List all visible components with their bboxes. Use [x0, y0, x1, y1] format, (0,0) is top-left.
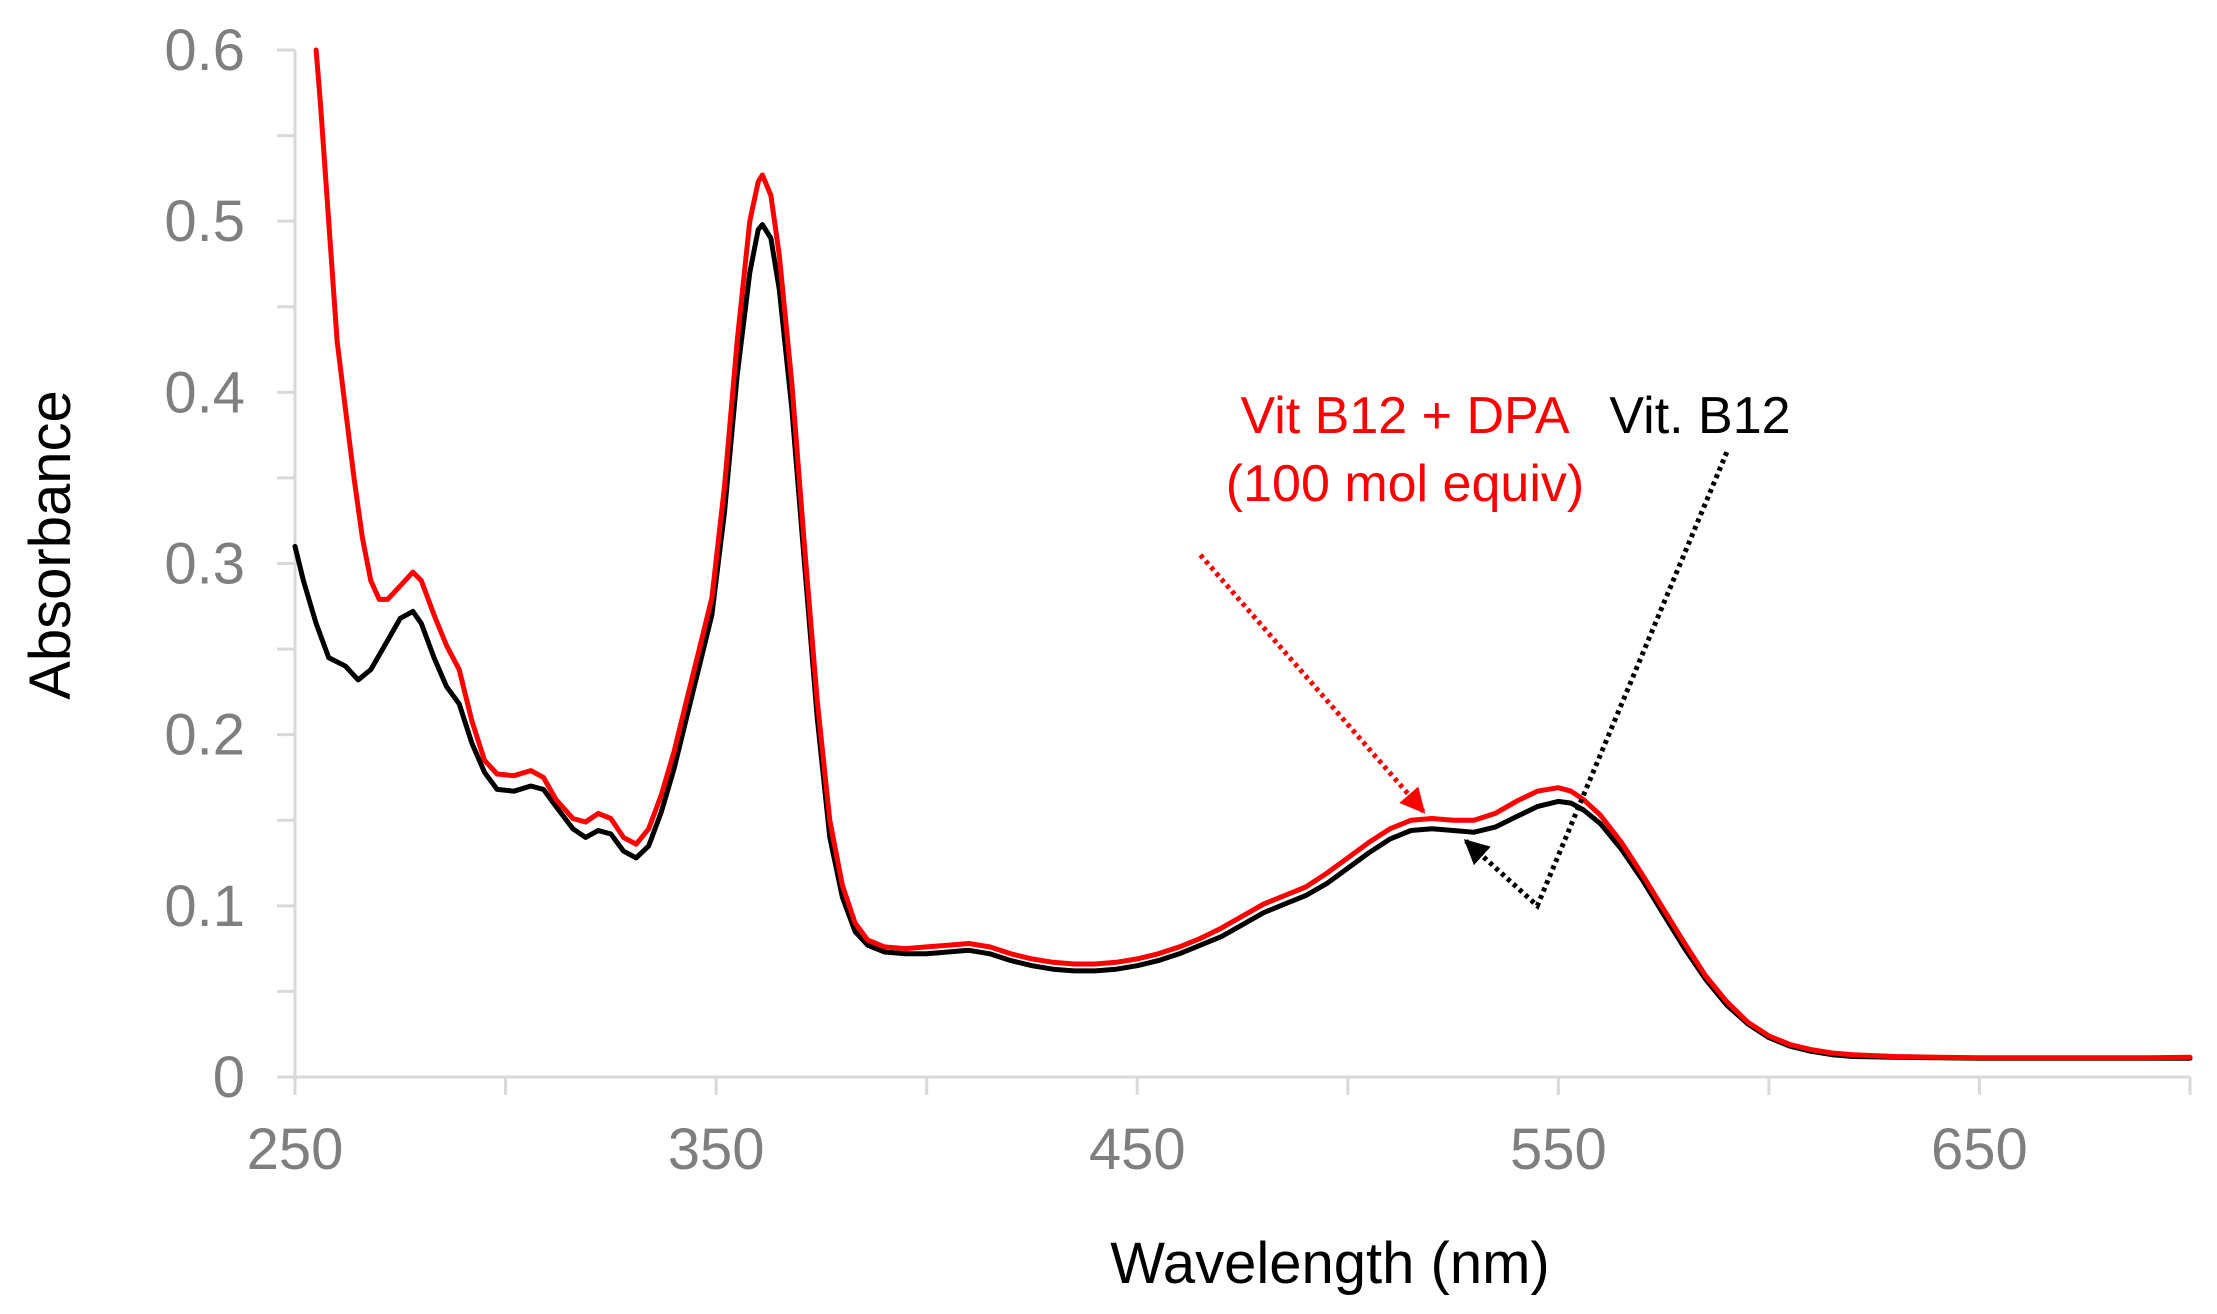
y-tick-label: 0.4	[164, 360, 245, 425]
x-tick-label: 550	[1510, 1117, 1607, 1182]
y-tick-label: 0.2	[164, 703, 245, 768]
y-axis-title: Absorbance	[18, 390, 83, 700]
annotation-black-label: Vit. B12	[1609, 387, 1790, 445]
x-axis-ticks: 250 350 450 550 650	[247, 1077, 2192, 1182]
x-tick-label: 250	[247, 1117, 344, 1182]
annotation-black-arrow	[1463, 451, 1730, 911]
annotation-red-label: Vit B12 + DPA (100 mol equiv)	[1226, 387, 1584, 513]
x-tick-label: 650	[1931, 1117, 2028, 1182]
y-axis-ticks: 0 0.1 0.2 0.3 0.4 0.5 0.6	[164, 18, 295, 1110]
series-line-vit-b12-dpa	[313, 47, 2193, 1061]
series-lines	[292, 47, 2193, 1061]
x-tick-label: 450	[1089, 1117, 1186, 1182]
y-tick-label: 0.1	[164, 874, 245, 939]
y-tick-label: 0.6	[164, 18, 245, 83]
annotations: Vit B12 + DPA (100 mol equiv) Vit. B12	[1198, 387, 1791, 911]
x-tick-label: 350	[668, 1117, 765, 1182]
y-tick-label: 0.5	[164, 189, 245, 254]
series-line-vit-b12	[292, 222, 2193, 1061]
x-axis-title: Wavelength (nm)	[1110, 1231, 1549, 1296]
y-tick-label: 0	[213, 1045, 245, 1110]
annotation-red-arrow	[1198, 553, 1426, 814]
y-tick-label: 0.3	[164, 532, 245, 597]
